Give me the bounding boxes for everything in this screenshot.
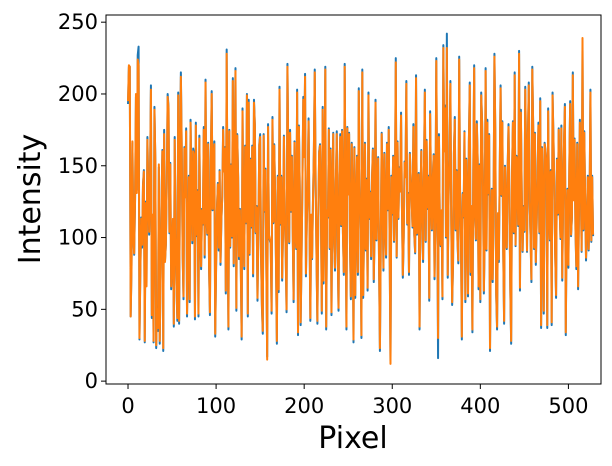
x-axis-label: Pixel <box>318 421 387 456</box>
x-axis-ticks: 0 100 200 300 400 500 <box>121 384 588 418</box>
y-tick-label: 200 <box>58 82 98 106</box>
x-tick-label: 100 <box>196 394 236 418</box>
y-tick-label: 150 <box>58 154 98 178</box>
x-tick-label: 300 <box>372 394 412 418</box>
y-axis-ticks: 0 50 100 150 200 250 <box>58 10 106 393</box>
y-axis-label: Intensity <box>13 134 48 265</box>
y-tick-label: 250 <box>58 10 98 34</box>
x-tick-label: 500 <box>548 394 588 418</box>
y-tick-label: 50 <box>71 297 98 321</box>
x-tick-label: 400 <box>460 394 500 418</box>
series-line-2 <box>127 36 595 365</box>
plot-frame <box>105 14 602 385</box>
y-tick-label: 0 <box>85 369 98 393</box>
x-tick-label: 200 <box>284 394 324 418</box>
y-tick-label: 100 <box>58 226 98 250</box>
x-tick-label: 0 <box>121 394 134 418</box>
series-layer <box>127 32 595 365</box>
